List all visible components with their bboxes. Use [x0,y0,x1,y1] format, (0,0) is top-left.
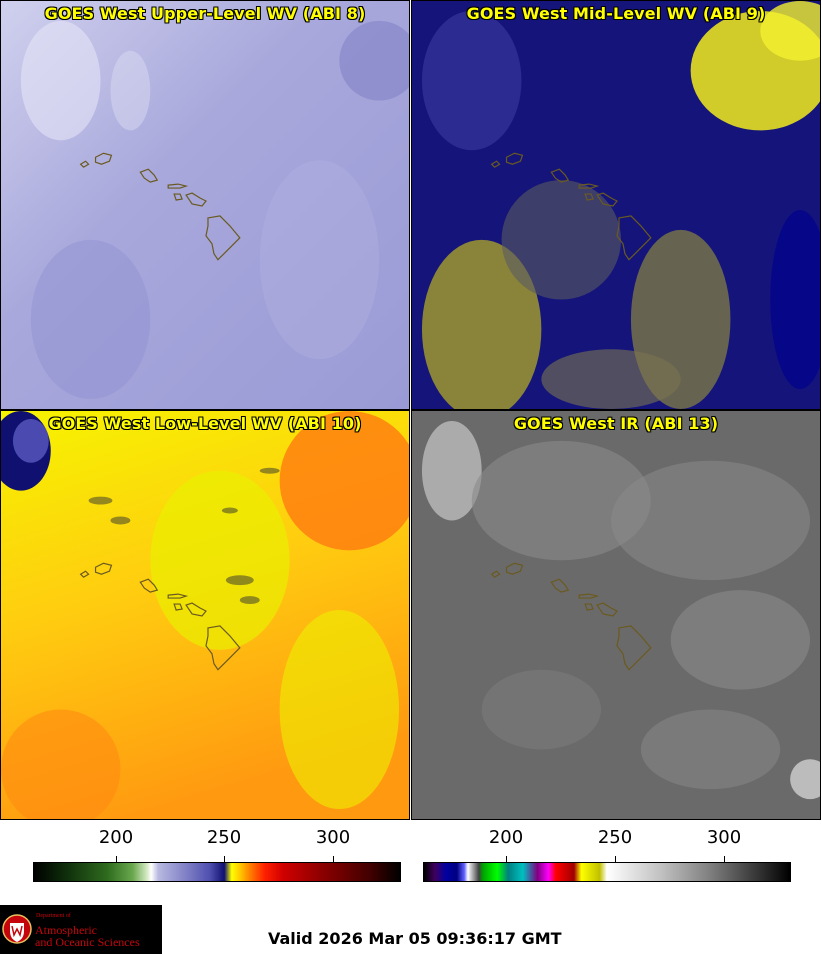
tick-mark [224,856,225,862]
logo-line2: and Oceanic Sciences [35,935,140,949]
tick-label: 200 [98,827,134,848]
tick-mark [116,856,117,862]
panel-mid-level-wv: GOES West Mid-Level WV (ABI 9) [411,0,821,410]
colorbar-gradient [423,862,791,882]
panel-low-level-wv: GOES West Low-Level WV (ABI 10) [0,410,410,820]
logo-dept-text: Department of [36,913,71,919]
tick-label: 300 [315,827,351,848]
valid-time: Valid 2026 Mar 05 09:36:17 GMT [268,929,562,948]
tick-label: 200 [488,827,524,848]
panel-upper-level-wv: GOES West Upper-Level WV (ABI 8) [0,0,410,410]
uw-crest-icon [2,914,32,944]
panel-title: GOES West Mid-Level WV (ABI 9) [466,4,766,23]
colorbar-ir: 200 250 300 [423,827,791,885]
tick-mark [724,856,725,862]
colorbar-gradient [33,862,401,882]
panel-title: GOES West Low-Level WV (ABI 10) [48,414,362,433]
aos-logo: Department of Atmospheric and Oceanic Sc… [0,905,162,954]
logo-line1: Atmospheric [35,923,97,937]
upper-level-wv-image [1,1,409,409]
mid-level-wv-image [412,1,820,409]
tick-mark [506,856,507,862]
tick-mark [615,856,616,862]
tick-mark [333,856,334,862]
low-level-wv-image [1,411,409,819]
tick-label: 250 [597,827,633,848]
colorbar-wv: 200 250 300 [33,827,401,885]
panel-title: GOES West Upper-Level WV (ABI 8) [44,4,366,23]
panel-title: GOES West IR (ABI 13) [513,414,719,433]
ir-image [412,411,820,819]
panel-ir: GOES West IR (ABI 13) [411,410,821,820]
tick-label: 300 [706,827,742,848]
tick-label: 250 [206,827,242,848]
